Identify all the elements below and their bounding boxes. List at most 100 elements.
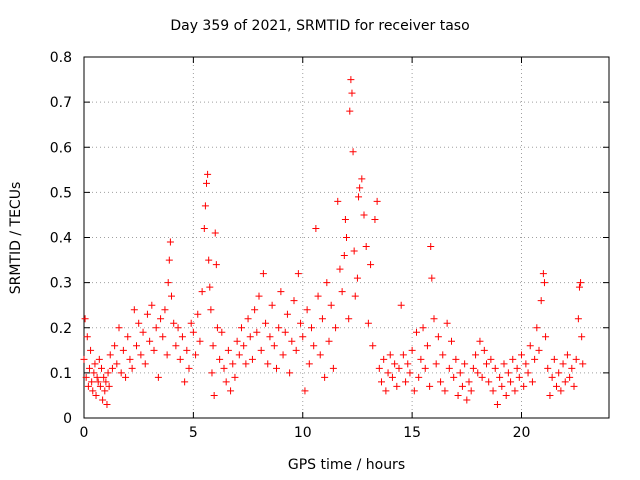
y-tick-label: 0.1 xyxy=(50,366,72,382)
data-point xyxy=(467,387,475,395)
data-point xyxy=(480,346,488,354)
data-point xyxy=(537,297,545,305)
data-point xyxy=(535,346,543,354)
data-point xyxy=(526,342,534,350)
data-point xyxy=(208,369,216,377)
data-point xyxy=(128,364,136,372)
data-point xyxy=(346,107,354,115)
data-point xyxy=(222,378,230,386)
data-point xyxy=(220,364,228,372)
data-point xyxy=(268,301,276,309)
data-point xyxy=(402,378,410,386)
data-point xyxy=(170,319,178,327)
data-point xyxy=(218,328,226,336)
data-point xyxy=(212,261,220,269)
data-point xyxy=(439,351,447,359)
y-axis-label: SRMTID / TECUs xyxy=(8,181,24,295)
data-point xyxy=(555,369,563,377)
data-point xyxy=(105,382,113,390)
data-point xyxy=(327,301,335,309)
data-point xyxy=(205,256,213,264)
data-point xyxy=(456,369,464,377)
data-point xyxy=(308,324,315,332)
data-point xyxy=(329,364,337,372)
data-point xyxy=(106,351,114,359)
data-point xyxy=(563,351,571,359)
data-point xyxy=(273,364,280,372)
data-point xyxy=(399,351,407,359)
data-point xyxy=(415,373,423,381)
data-point xyxy=(139,328,147,336)
data-point xyxy=(216,355,224,363)
data-point xyxy=(340,252,348,260)
data-point xyxy=(458,382,466,390)
axis-ticks: 0 5 10 15 20 0 0.1 0.2 0.3 0.4 0.5 0.6 0.7 0.8 xyxy=(50,50,609,441)
data-point xyxy=(515,373,523,381)
data-point xyxy=(369,342,377,350)
data-point xyxy=(163,351,171,359)
data-point xyxy=(257,346,265,354)
data-point xyxy=(281,328,289,336)
data-point xyxy=(137,351,145,359)
data-point xyxy=(566,373,574,381)
data-point xyxy=(378,378,385,386)
data-point xyxy=(380,355,388,363)
data-point xyxy=(224,346,232,354)
data-point xyxy=(386,351,394,359)
data-point xyxy=(345,315,353,323)
y-tick-label: 0.6 xyxy=(50,140,72,156)
data-point xyxy=(117,369,125,377)
data-point xyxy=(498,382,506,390)
data-point xyxy=(575,283,583,291)
data-point xyxy=(509,355,517,363)
data-point xyxy=(423,342,431,350)
data-point xyxy=(148,301,156,309)
data-point xyxy=(373,197,381,205)
data-point xyxy=(570,382,578,390)
data-point xyxy=(336,265,344,273)
data-point xyxy=(312,224,320,232)
data-point xyxy=(81,315,89,323)
data-point xyxy=(421,364,429,372)
data-point xyxy=(143,310,151,318)
data-point xyxy=(518,351,525,359)
data-point xyxy=(513,364,521,372)
data-point xyxy=(99,396,107,404)
data-point xyxy=(164,279,172,287)
data-point xyxy=(196,337,204,345)
data-point xyxy=(426,382,434,390)
data-point xyxy=(231,373,239,381)
data-point xyxy=(437,378,445,386)
data-point xyxy=(146,337,154,345)
data-point xyxy=(203,179,210,187)
data-point xyxy=(314,292,322,300)
data-point xyxy=(406,369,414,377)
data-point xyxy=(157,315,165,323)
data-point xyxy=(546,391,554,399)
data-point xyxy=(181,378,189,386)
data-point xyxy=(463,396,471,404)
data-point xyxy=(427,243,435,251)
y-tick-label: 0.5 xyxy=(50,185,72,201)
data-point xyxy=(355,193,363,201)
data-point xyxy=(500,360,508,368)
data-point xyxy=(483,360,490,368)
x-tick-label: 10 xyxy=(294,425,312,441)
data-point xyxy=(262,319,270,327)
data-point xyxy=(469,364,477,372)
chart-title: Day 359 of 2021, SRMTID for receiver tas… xyxy=(170,18,470,34)
data-point xyxy=(343,234,350,241)
data-point xyxy=(209,342,217,350)
data-point xyxy=(292,346,300,354)
data-point xyxy=(119,346,127,354)
data-point xyxy=(270,342,278,350)
data-point xyxy=(384,369,392,377)
data-point xyxy=(100,373,108,381)
data-point xyxy=(286,369,294,377)
data-point xyxy=(229,360,237,368)
data-point xyxy=(135,319,143,327)
data-point xyxy=(358,175,366,183)
data-point xyxy=(338,288,346,296)
data-point xyxy=(88,378,96,386)
data-point xyxy=(154,373,162,381)
